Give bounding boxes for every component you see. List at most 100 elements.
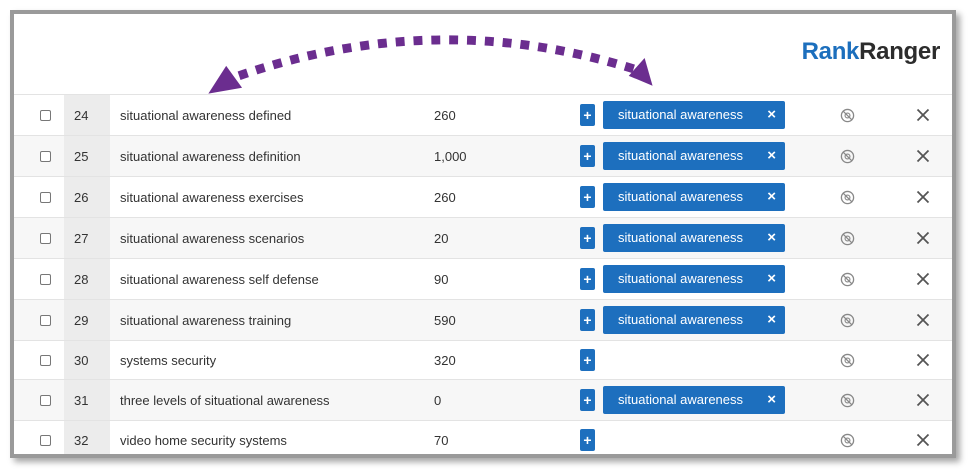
- hide-icon[interactable]: [840, 272, 855, 287]
- search-volume: 90: [434, 272, 449, 287]
- row-checkbox[interactable]: [40, 354, 51, 366]
- keyword-text: situational awareness exercises: [120, 190, 304, 205]
- table-row: 26 situational awareness exercises 260 + sit…: [14, 176, 952, 217]
- rank-cell: [64, 259, 110, 299]
- remove-tag-button[interactable]: ×: [767, 229, 776, 246]
- tag-label: situational awareness: [618, 189, 744, 204]
- close-icon[interactable]: [916, 272, 930, 286]
- add-tag-button[interactable]: +: [580, 145, 595, 167]
- tag-chip[interactable]: situational awareness ×: [603, 386, 785, 414]
- rank-ranger-logo: RankRanger: [801, 38, 941, 66]
- rank-cell: [64, 341, 110, 379]
- tag-label: situational awareness: [618, 392, 744, 407]
- add-tag-button[interactable]: +: [580, 309, 595, 331]
- search-volume: 260: [434, 108, 456, 123]
- tag-chip[interactable]: situational awareness ×: [603, 183, 785, 211]
- add-tag-button[interactable]: +: [580, 349, 595, 371]
- tag-chip[interactable]: situational awareness ×: [603, 224, 785, 252]
- tag-label: situational awareness: [618, 148, 744, 163]
- row-number: 27: [74, 231, 89, 246]
- add-tag-button[interactable]: +: [580, 389, 595, 411]
- table-row: 27 situational awareness scenarios 20 + situ…: [14, 217, 952, 258]
- logo-rank-text: Rank: [801, 38, 860, 65]
- row-checkbox[interactable]: [40, 232, 51, 244]
- tag-label: situational awareness: [618, 312, 744, 327]
- add-tag-button[interactable]: +: [580, 429, 595, 451]
- screenshot-frame: RankRanger 24 situational awareness defin…: [10, 10, 956, 458]
- hide-icon[interactable]: [840, 433, 855, 448]
- hide-icon[interactable]: [840, 149, 855, 164]
- remove-tag-button[interactable]: ×: [767, 391, 776, 408]
- hide-icon[interactable]: [840, 393, 855, 408]
- tag-chip[interactable]: situational awareness ×: [603, 101, 785, 129]
- table-row: 29 situational awareness training 590 + situ…: [14, 299, 952, 340]
- keyword-table: 24 situational awareness defined 260 + situa…: [14, 94, 952, 454]
- remove-tag-button[interactable]: ×: [767, 311, 776, 328]
- hide-icon[interactable]: [840, 353, 855, 368]
- tag-label: situational awareness: [618, 271, 744, 286]
- close-icon[interactable]: [916, 393, 930, 407]
- tag-chip[interactable]: situational awareness ×: [603, 306, 785, 334]
- close-icon[interactable]: [916, 353, 930, 367]
- row-checkbox[interactable]: [40, 434, 51, 446]
- table-row: 32 video home security systems 70 +: [14, 420, 952, 454]
- keyword-text: situational awareness scenarios: [120, 231, 305, 246]
- row-number: 24: [74, 108, 89, 123]
- add-tag-button[interactable]: +: [580, 104, 595, 126]
- table-row: 30 systems security 320 +: [14, 340, 952, 379]
- close-icon[interactable]: [916, 149, 930, 163]
- row-number: 25: [74, 149, 89, 164]
- row-checkbox[interactable]: [40, 314, 51, 326]
- row-checkbox[interactable]: [40, 273, 51, 285]
- close-icon[interactable]: [916, 190, 930, 204]
- row-number: 32: [74, 433, 89, 448]
- add-tag-button[interactable]: +: [580, 227, 595, 249]
- rank-cell: [64, 218, 110, 258]
- close-icon[interactable]: [916, 231, 930, 245]
- keyword-text: situational awareness training: [120, 313, 292, 328]
- remove-tag-button[interactable]: ×: [767, 106, 776, 123]
- hide-icon[interactable]: [840, 313, 855, 328]
- tag-chip[interactable]: situational awareness ×: [603, 265, 785, 293]
- close-icon[interactable]: [916, 108, 930, 122]
- rank-cell: [64, 95, 110, 135]
- table-row: 31 three levels of situational awareness 0…: [14, 379, 952, 420]
- header: RankRanger: [14, 14, 952, 94]
- hide-icon[interactable]: [840, 108, 855, 123]
- logo-ranger-text: Ranger: [859, 38, 940, 65]
- search-volume: 1,000: [434, 149, 467, 164]
- row-checkbox[interactable]: [40, 109, 51, 121]
- table-row: 25 situational awareness definition 1,000 +…: [14, 135, 952, 176]
- keyword-text: situational awareness defined: [120, 108, 292, 123]
- search-volume: 70: [434, 433, 449, 448]
- remove-tag-button[interactable]: ×: [767, 188, 776, 205]
- close-icon[interactable]: [916, 433, 930, 447]
- table-row: 28 situational awareness self defense 90 + s…: [14, 258, 952, 299]
- close-icon[interactable]: [916, 313, 930, 327]
- keyword-text: video home security systems: [120, 433, 287, 448]
- hide-icon[interactable]: [840, 190, 855, 205]
- remove-tag-button[interactable]: ×: [767, 270, 776, 287]
- row-number: 31: [74, 393, 89, 408]
- row-number: 26: [74, 190, 89, 205]
- row-checkbox[interactable]: [40, 150, 51, 162]
- keyword-text: situational awareness definition: [120, 149, 301, 164]
- tag-chip[interactable]: situational awareness ×: [603, 142, 785, 170]
- hide-icon[interactable]: [840, 231, 855, 246]
- row-checkbox[interactable]: [40, 394, 51, 406]
- row-number: 28: [74, 272, 89, 287]
- rank-cell: [64, 136, 110, 176]
- add-tag-button[interactable]: +: [580, 186, 595, 208]
- search-volume: 20: [434, 231, 449, 246]
- search-volume: 590: [434, 313, 456, 328]
- curved-double-arrow-icon: [208, 35, 653, 94]
- search-volume: 320: [434, 353, 456, 368]
- row-checkbox[interactable]: [40, 191, 51, 203]
- add-tag-button[interactable]: +: [580, 268, 595, 290]
- rank-cell: [64, 421, 110, 454]
- rank-cell: [64, 380, 110, 420]
- remove-tag-button[interactable]: ×: [767, 147, 776, 164]
- row-number: 29: [74, 313, 89, 328]
- search-volume: 260: [434, 190, 456, 205]
- keyword-text: three levels of situational awareness: [120, 393, 330, 408]
